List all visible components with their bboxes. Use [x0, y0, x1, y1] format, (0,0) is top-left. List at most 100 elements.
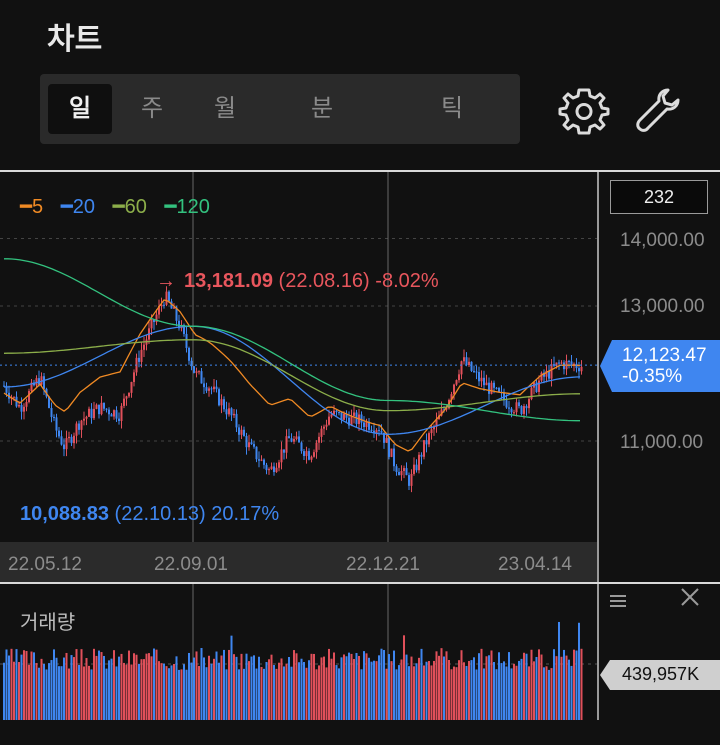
- candle: [110, 414, 113, 417]
- volume-bar: [265, 662, 268, 720]
- volume-bar: [370, 661, 373, 720]
- candle: [350, 415, 353, 426]
- price-chart[interactable]: [0, 172, 597, 582]
- tab-day[interactable]: 일: [48, 84, 112, 134]
- candle: [43, 376, 45, 389]
- candle: [378, 430, 380, 432]
- volume-bar: [538, 649, 540, 720]
- candle: [348, 417, 350, 426]
- candle: [333, 410, 335, 415]
- candle: [525, 406, 528, 409]
- candle: [455, 380, 458, 385]
- candle: [35, 378, 38, 386]
- tab-month[interactable]: 월: [213, 95, 237, 122]
- candle: [295, 436, 298, 440]
- volume-bar: [433, 660, 435, 720]
- candle: [570, 361, 573, 365]
- volume-bar: [478, 653, 480, 720]
- candle: [395, 466, 398, 472]
- volume-bar: [515, 665, 518, 720]
- high-value: 13,181.09: [184, 270, 273, 292]
- volume-bar: [288, 657, 290, 720]
- candle: [445, 408, 448, 410]
- candle: [175, 307, 178, 321]
- volume-bar: [470, 660, 473, 720]
- volume-bar: [155, 649, 158, 720]
- candle: [453, 384, 455, 395]
- close-icon[interactable]: [677, 584, 703, 610]
- candle: [278, 462, 280, 468]
- candle: [165, 291, 168, 305]
- volume-tag: 439,957K: [600, 660, 720, 690]
- volume-bar: [395, 669, 398, 720]
- candle: [250, 442, 253, 445]
- volume-bar: [135, 654, 138, 720]
- volume-bar: [160, 663, 163, 720]
- volume-bar: [285, 663, 288, 720]
- volume-bar: [83, 666, 85, 720]
- volume-value: 439,957K: [622, 664, 700, 684]
- candle: [293, 439, 295, 442]
- hamburger-icon[interactable]: [606, 588, 632, 614]
- volume-bar: [550, 668, 553, 720]
- candle: [30, 382, 33, 392]
- volume-bar: [455, 667, 458, 720]
- candle: [153, 319, 155, 323]
- volume-bar: [373, 660, 375, 720]
- candle: [55, 417, 58, 431]
- candle: [190, 360, 193, 367]
- volume-bar: [243, 668, 245, 720]
- volume-bar: [260, 666, 263, 720]
- volume-bar: [73, 657, 75, 720]
- candle: [305, 451, 308, 457]
- low-annotation: 10,088.83 (22.10.13) 20.17%: [20, 503, 279, 526]
- volume-bar: [205, 667, 208, 720]
- volume-bar: [23, 650, 25, 720]
- candle-count-box[interactable]: 232: [610, 180, 708, 214]
- volume-bar: [388, 654, 390, 720]
- volume-bar: [415, 663, 418, 720]
- wrench-icon[interactable]: [632, 84, 684, 136]
- volume-bar: [323, 656, 325, 720]
- candle: [170, 301, 173, 309]
- volume-bar: [465, 665, 468, 720]
- volume-chart[interactable]: [0, 584, 597, 720]
- candle: [510, 408, 513, 413]
- candle: [220, 399, 223, 406]
- volume-bar: [225, 669, 228, 720]
- candle: [560, 362, 563, 364]
- volume-bar: [558, 621, 560, 720]
- candle: [523, 406, 525, 414]
- volume-bar: [190, 662, 193, 720]
- candle: [50, 407, 53, 417]
- candle: [243, 429, 245, 436]
- volume-bar: [543, 667, 545, 720]
- volume-bar: [235, 656, 238, 720]
- volume-bar: [303, 662, 305, 720]
- candle: [498, 387, 500, 392]
- candle: [340, 412, 343, 420]
- candle: [143, 344, 145, 350]
- volume-bar: [563, 649, 565, 720]
- tab-tick[interactable]: 틱: [440, 95, 464, 122]
- volume-bar: [375, 661, 378, 720]
- tab-week[interactable]: 주: [140, 95, 164, 122]
- volume-bar: [120, 653, 123, 720]
- volume-bar: [5, 649, 8, 720]
- volume-bar: [170, 665, 173, 720]
- candle: [528, 399, 530, 409]
- candle: [493, 382, 495, 388]
- volume-bar: [18, 662, 20, 720]
- candle: [255, 446, 258, 460]
- volume-bar: [25, 650, 28, 720]
- volume-bar: [10, 648, 13, 720]
- candle: [458, 374, 460, 381]
- price-axis-border: [597, 172, 599, 582]
- candle: [460, 361, 463, 375]
- candle: [423, 440, 425, 457]
- tab-minute[interactable]: 분: [310, 95, 334, 122]
- volume-bar: [390, 661, 393, 720]
- candle: [313, 452, 315, 457]
- candle: [238, 427, 240, 435]
- gear-icon[interactable]: [558, 84, 610, 136]
